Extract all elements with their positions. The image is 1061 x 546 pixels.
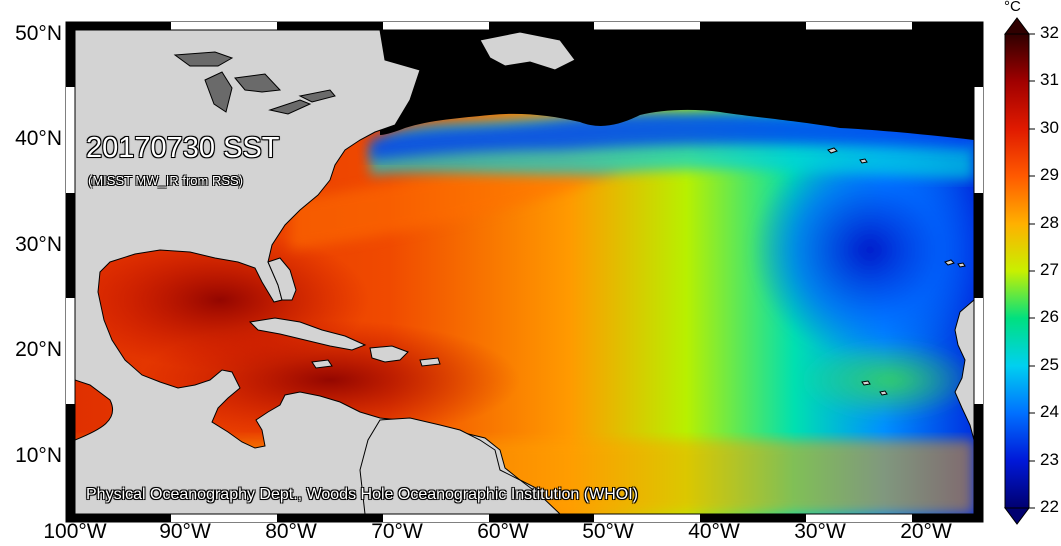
- lon-tick-label: 70°W: [371, 520, 423, 543]
- south-america: [359, 417, 561, 514]
- colorbar-top-triangle: [1004, 17, 1030, 35]
- lon-tick-label: 100°W: [43, 520, 107, 543]
- map-subtitle: (MISST MW_IR from RSS): [88, 173, 244, 188]
- lon-tick-label: 80°W: [265, 520, 317, 543]
- colorbar-tick-label: 27: [1040, 260, 1059, 279]
- jamaica: [311, 359, 333, 369]
- map-credit: Physical Oceanography Dept., Woods Hole …: [86, 486, 638, 503]
- colorbar-tick-label: 32: [1040, 23, 1059, 42]
- lon-tick-label: 90°W: [159, 520, 211, 543]
- map-plot-area: [74, 29, 975, 515]
- lat-tick-label: 10°N: [15, 444, 62, 467]
- lat-tick-label: 40°N: [15, 127, 62, 150]
- great-lakes: [173, 51, 336, 115]
- africa: [954, 299, 974, 441]
- lon-tick-label: 20°W: [900, 520, 952, 543]
- colorbar-tick-label: 26: [1040, 307, 1059, 326]
- lat-tick-label: 50°N: [15, 22, 62, 45]
- hispaniola: [369, 345, 409, 363]
- florida: [267, 257, 297, 301]
- colorbar-tick-label: 31: [1040, 70, 1059, 89]
- colorbar: [1004, 17, 1035, 525]
- land: [75, 30, 974, 514]
- colorbar-bottom-triangle: [1004, 507, 1030, 525]
- map-title: 20170730 SST: [86, 132, 280, 164]
- lat-tick-label: 30°N: [15, 233, 62, 256]
- colorbar-tick-label: 25: [1040, 355, 1059, 374]
- colorbar-tick-label: 28: [1040, 213, 1059, 232]
- lon-tick-label: 60°W: [477, 520, 529, 543]
- cuba: [248, 317, 367, 351]
- lon-tick-label: 30°W: [794, 520, 846, 543]
- puerto-rico: [419, 357, 441, 367]
- colorbar-tick-label: 22: [1040, 497, 1059, 516]
- newfoundland: [479, 31, 576, 71]
- colorbar-tick-label: 29: [1040, 165, 1059, 184]
- colorbar-tick-label: 23: [1040, 450, 1059, 469]
- lon-tick-label: 40°W: [688, 520, 740, 543]
- lat-tick-label: 20°N: [15, 338, 62, 361]
- lon-tick-label: 50°W: [582, 520, 634, 543]
- colorbar-unit: °C: [1004, 0, 1021, 15]
- colorbar-tick-label: 24: [1040, 402, 1059, 421]
- colorbar-tick-label: 30: [1040, 118, 1059, 137]
